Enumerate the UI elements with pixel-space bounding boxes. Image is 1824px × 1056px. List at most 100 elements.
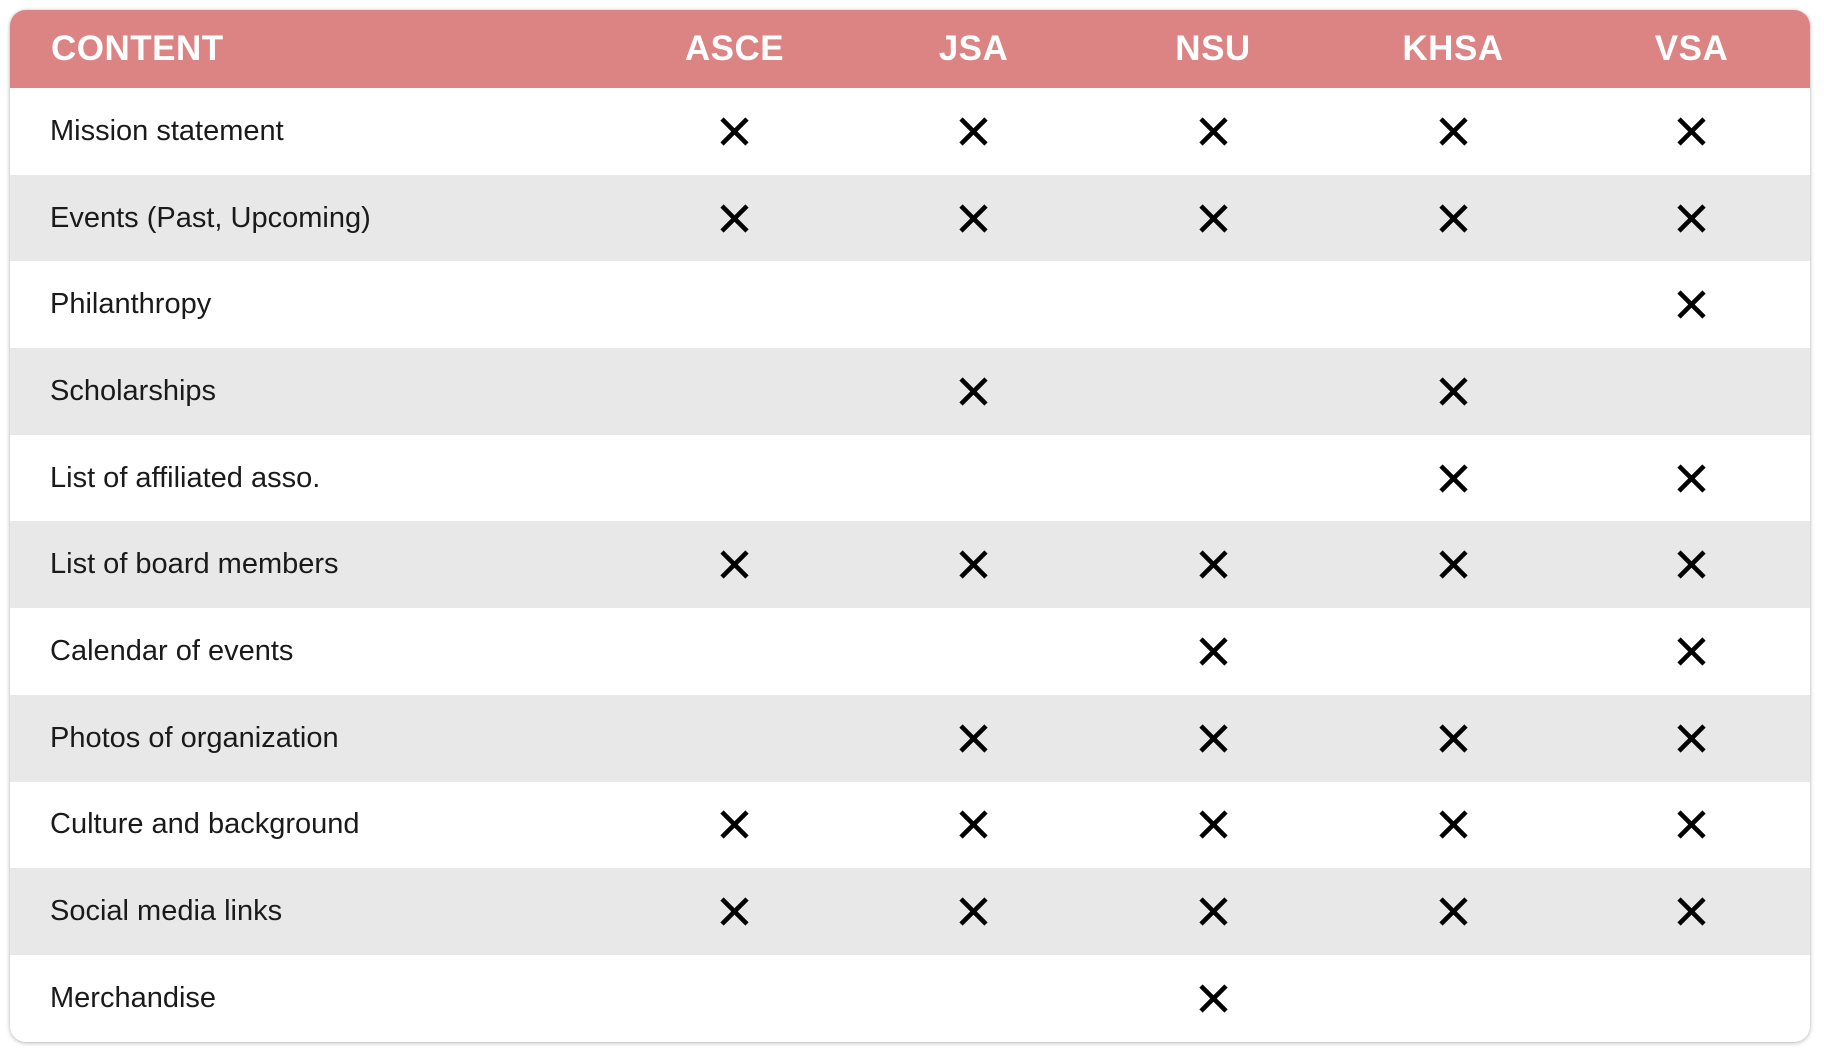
cell-asce	[615, 88, 854, 175]
cell-jsa	[854, 175, 1093, 262]
x-mark-icon	[1198, 723, 1229, 754]
cell-jsa	[854, 88, 1093, 175]
x-mark-icon	[1676, 116, 1707, 147]
cell-jsa	[854, 868, 1093, 955]
cell-khsa	[1333, 88, 1573, 175]
table-body: Mission statement Events (Past, Upcoming)…	[10, 88, 1810, 1042]
cell-vsa	[1573, 868, 1810, 955]
cell-nsu	[1093, 348, 1333, 435]
cell-nsu	[1093, 695, 1333, 782]
x-mark-icon	[1198, 809, 1229, 840]
cell-nsu	[1093, 868, 1333, 955]
cell-nsu	[1093, 261, 1333, 348]
table-row: List of affiliated asso.	[10, 434, 1810, 522]
x-mark-icon	[1676, 809, 1707, 840]
cell-khsa	[1333, 261, 1573, 348]
cell-asce	[615, 868, 854, 955]
x-mark-icon	[1198, 203, 1229, 234]
cell-khsa	[1333, 348, 1573, 435]
x-mark-icon	[1438, 549, 1469, 580]
column-header-nsu: NSU	[1175, 29, 1251, 68]
row-label: Mission statement	[50, 114, 284, 147]
cell-khsa	[1333, 175, 1573, 262]
x-mark-icon	[719, 116, 750, 147]
cell-jsa	[854, 695, 1093, 782]
x-mark-icon	[719, 809, 750, 840]
cell-asce	[615, 348, 854, 435]
cell-vsa	[1573, 955, 1810, 1042]
cell-asce	[615, 175, 854, 262]
cell-nsu	[1093, 955, 1333, 1042]
row-label: Calendar of events	[50, 634, 294, 667]
cell-vsa	[1573, 435, 1810, 522]
cell-vsa	[1573, 175, 1810, 262]
table-row: Events (Past, Upcoming)	[10, 174, 1810, 262]
table-row: Culture and background	[10, 781, 1810, 869]
row-label: Photos of organization	[50, 721, 339, 754]
cell-jsa	[854, 955, 1093, 1042]
row-label: Events (Past, Upcoming)	[50, 201, 371, 234]
x-mark-icon	[1676, 549, 1707, 580]
column-header-jsa: JSA	[938, 29, 1009, 68]
x-mark-icon	[719, 203, 750, 234]
cell-asce	[615, 782, 854, 869]
x-mark-icon	[1438, 376, 1469, 407]
cell-jsa	[854, 435, 1093, 522]
table-row: Scholarships	[10, 348, 1810, 435]
row-label: Culture and background	[50, 808, 360, 841]
x-mark-icon	[1438, 203, 1469, 234]
cell-asce	[615, 435, 854, 522]
cell-khsa	[1333, 435, 1573, 522]
x-mark-icon	[1198, 983, 1229, 1014]
cell-jsa	[854, 608, 1093, 695]
table-header-row: CONTENT ASCE JSA NSU KHSA VSA	[10, 10, 1810, 88]
row-label: Philanthropy	[50, 288, 212, 321]
column-header-vsa: VSA	[1654, 29, 1729, 68]
x-mark-icon	[958, 203, 989, 234]
comparison-table-card: CONTENT ASCE JSA NSU KHSA VSA Mission st…	[10, 10, 1810, 1042]
x-mark-icon	[958, 809, 989, 840]
x-mark-icon	[1198, 636, 1229, 667]
cell-asce	[615, 695, 854, 782]
x-mark-icon	[1438, 809, 1469, 840]
x-mark-icon	[1198, 116, 1229, 147]
x-mark-icon	[719, 549, 750, 580]
x-mark-icon	[1438, 463, 1469, 494]
x-mark-icon	[1676, 723, 1707, 754]
table-row: Photos of organization	[10, 694, 1810, 782]
x-mark-icon	[958, 723, 989, 754]
x-mark-icon	[958, 896, 989, 927]
cell-nsu	[1093, 88, 1333, 175]
row-label: List of affiliated asso.	[50, 461, 321, 494]
column-header-asce: ASCE	[684, 29, 785, 68]
cell-jsa	[854, 782, 1093, 869]
x-mark-icon	[1676, 463, 1707, 494]
table-row: Calendar of events	[10, 608, 1810, 695]
x-mark-icon	[1438, 723, 1469, 754]
x-mark-icon	[1676, 289, 1707, 320]
x-mark-icon	[958, 376, 989, 407]
cell-khsa	[1333, 868, 1573, 955]
cell-vsa	[1573, 695, 1810, 782]
cell-jsa	[854, 521, 1093, 608]
cell-nsu	[1093, 175, 1333, 262]
cell-jsa	[854, 261, 1093, 348]
x-mark-icon	[1438, 116, 1469, 147]
cell-vsa	[1573, 88, 1810, 175]
row-label: List of board members	[50, 548, 339, 581]
cell-vsa	[1573, 608, 1810, 695]
table-row: Merchandise	[10, 954, 1810, 1042]
cell-nsu	[1093, 608, 1333, 695]
cell-khsa	[1333, 695, 1573, 782]
cell-asce	[615, 955, 854, 1042]
cell-asce	[615, 608, 854, 695]
table-row: Philanthropy	[10, 261, 1810, 349]
row-label: Social media links	[50, 895, 283, 928]
cell-vsa	[1573, 261, 1810, 348]
cell-vsa	[1573, 348, 1810, 435]
x-mark-icon	[1676, 203, 1707, 234]
x-mark-icon	[958, 549, 989, 580]
x-mark-icon	[1198, 549, 1229, 580]
x-mark-icon	[958, 116, 989, 147]
table-row: List of board members	[10, 521, 1810, 609]
